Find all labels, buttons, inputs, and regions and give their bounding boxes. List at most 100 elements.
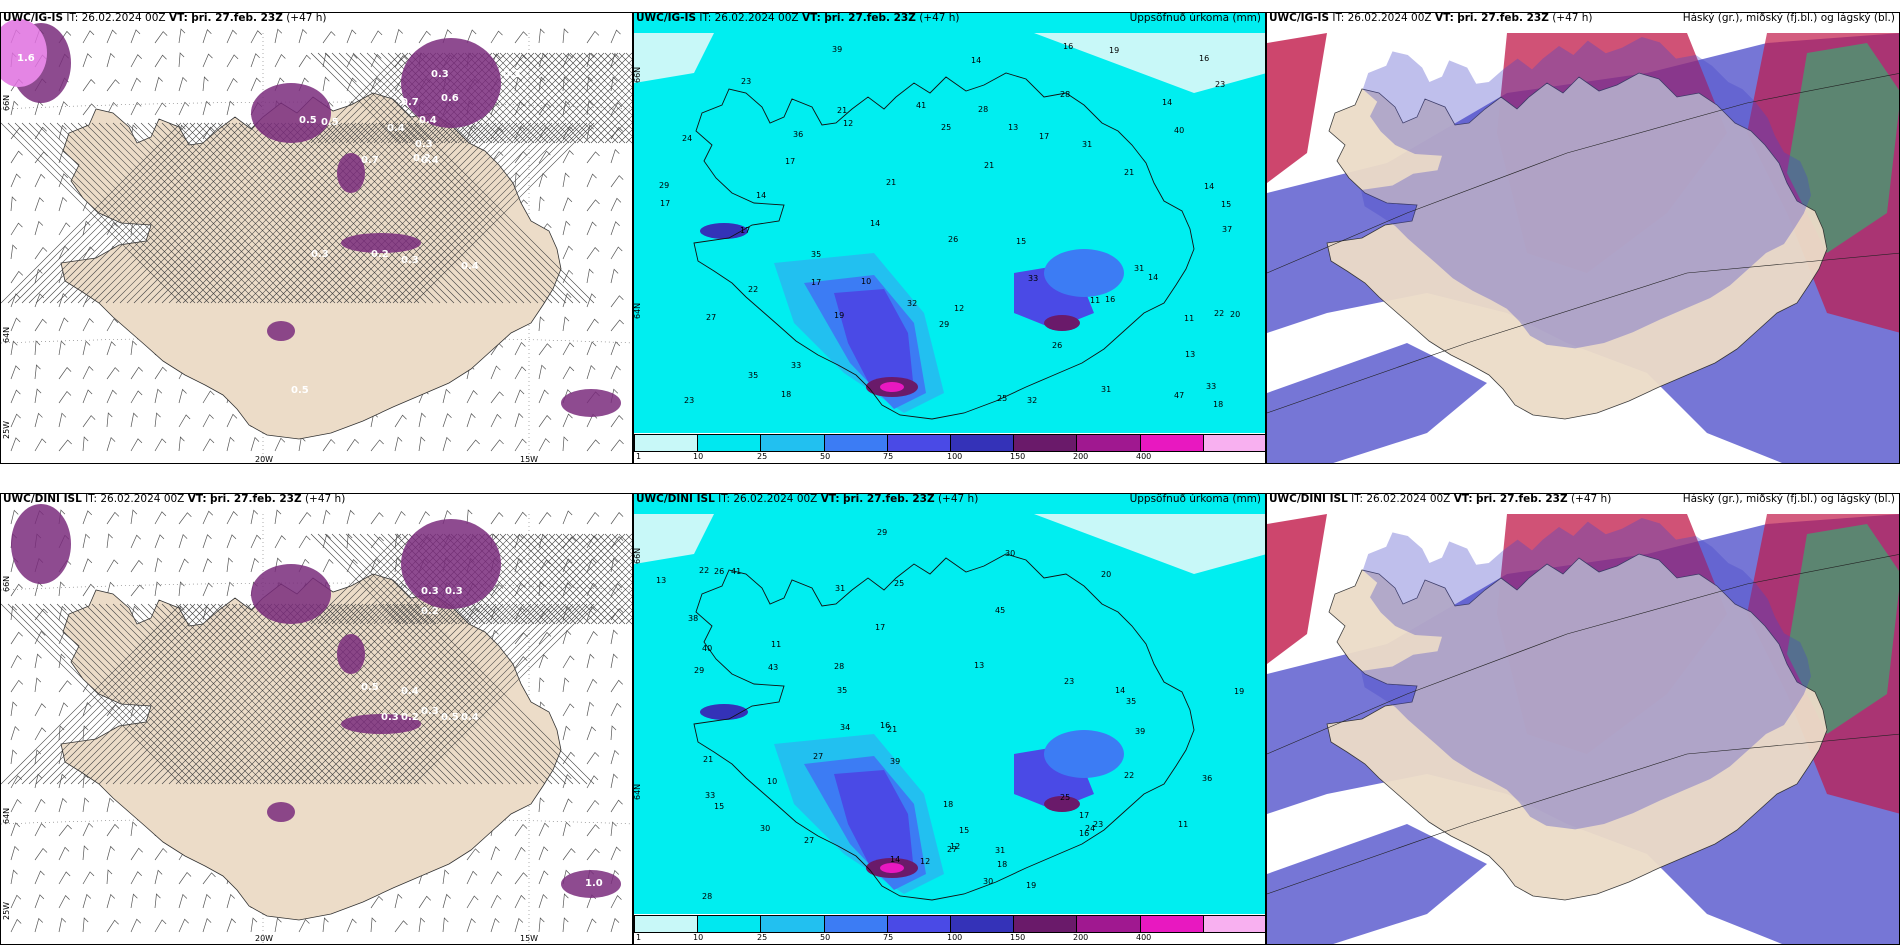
point-value: 36 (793, 130, 803, 139)
point-value: 14 (971, 56, 981, 65)
hatch-line (597, 108, 632, 144)
wind-barb (226, 918, 236, 933)
wind-barb (538, 53, 548, 68)
wind-barb (466, 870, 478, 885)
point-value: 27 (813, 752, 823, 761)
wind-barb (274, 437, 286, 452)
wind-barb (466, 439, 480, 452)
wind-barb (226, 511, 238, 525)
hatch-line (1, 603, 182, 785)
colorbar-swatch (635, 435, 699, 451)
hatch-line (112, 122, 294, 304)
wind-precip-map-dini: 0.3 0.3 0.2 0.4 0.5 0.3 0.2 0.3 0.5 0.4 1.0 UWC/DI… (0, 493, 633, 945)
hatch-line (378, 122, 560, 304)
wind-barb (538, 512, 552, 525)
point-value: 15 (1016, 237, 1026, 246)
wind-barb (106, 341, 116, 356)
wind-barb (562, 172, 570, 188)
point-value: 18 (781, 390, 791, 399)
wind-barb (82, 510, 93, 525)
wind-barb (58, 101, 68, 116)
hatch-line (569, 52, 632, 116)
lat-label-66n: 66N (633, 66, 642, 83)
precip-blob-bright (1, 19, 47, 87)
wind-barb (82, 246, 95, 260)
high-cloud-area (1787, 43, 1899, 253)
point-value: 20 (1101, 570, 1111, 579)
lat-label-64n: 64N (2, 326, 11, 343)
wind-barb (562, 703, 575, 717)
wind-barb (58, 124, 67, 140)
precip-peak-south (880, 382, 904, 392)
wind-barb (610, 799, 623, 813)
hatch-line (35, 122, 217, 304)
colorbar-swatch (1140, 435, 1204, 451)
wind-barb (58, 797, 68, 813)
wind-barb (250, 557, 259, 573)
precip-light-nw (634, 514, 714, 564)
point-value: 37 (1222, 225, 1232, 234)
wind-barb (34, 364, 41, 380)
precip-value-label: 0.7 (361, 155, 379, 166)
wind-barb (442, 869, 450, 885)
point-value: 41 (916, 101, 926, 110)
wind-barb (130, 340, 137, 356)
hatch-line (294, 603, 476, 785)
wind-barb (442, 436, 452, 452)
hatch-line (70, 603, 252, 785)
wind-barb (226, 557, 233, 573)
hatch-line (520, 52, 612, 144)
point-value: 18 (997, 860, 1007, 869)
wind-barb (442, 388, 451, 404)
hatch-line (168, 603, 350, 785)
point-value: 22 (1214, 309, 1224, 318)
wind-barb (538, 917, 545, 933)
wind-barb (322, 52, 331, 68)
precip-labels: 0.3 0.30.20.40.50.3 0.20.30.5 0.41.0 (361, 586, 603, 889)
point-value: 16 (1079, 829, 1089, 838)
wind-barb (562, 848, 576, 861)
wind-barb (10, 173, 21, 188)
precip-colorbar (634, 434, 1265, 452)
wind-barb (538, 677, 545, 693)
wind-barb (586, 775, 599, 789)
wind-barb (586, 751, 600, 765)
wind-barb (562, 655, 575, 669)
point-value: 21 (886, 178, 896, 187)
point-value: 34 (840, 723, 850, 732)
hatch-line (350, 603, 532, 785)
wind-barb (610, 773, 618, 789)
wind-barb (562, 100, 570, 116)
map-header: UWC/DINI ISL IT: 26.02.2024 00Z VT: þri.… (3, 493, 346, 505)
wind-barb (154, 102, 167, 116)
hatch-line (98, 122, 280, 304)
lon-label-20w: 20W (255, 455, 274, 464)
hatch-line (77, 603, 259, 785)
wind-barb (178, 558, 189, 573)
hatch-line (161, 603, 343, 785)
precip-band-se (1044, 249, 1124, 297)
colorbar-labels: 1 10 25 50 75 100 150 200 400 (634, 933, 1265, 944)
accumulated-precip-map-dini: 14 15 13 13 19 15 12 21 14 11 10 11 12 19 20 18 17 24 36 35… (633, 493, 1266, 945)
hatch-line (590, 582, 632, 625)
wind-barb (82, 79, 96, 92)
wind-barb (370, 895, 384, 909)
wind-barb (58, 824, 72, 837)
precip-blob (251, 564, 331, 624)
hatch-line (217, 603, 399, 785)
colorbar-swatch (1140, 916, 1204, 932)
wind-barb (202, 29, 212, 44)
point-value: 21 (887, 725, 897, 734)
hatch-line (126, 122, 308, 304)
colorbar-swatch (1203, 916, 1265, 932)
point-value: 36 (1202, 774, 1212, 783)
wind-barb (10, 340, 18, 356)
hatch-line (492, 533, 584, 625)
hatch-line (294, 122, 476, 304)
wind-barb (82, 871, 95, 885)
wind-barb (10, 293, 21, 308)
wind-barb (274, 917, 282, 933)
wind-barb (514, 846, 526, 861)
wind-barb (586, 824, 600, 837)
wind-precip-map-ig-is: 1.6 0.3 0.3 0.6 0.5 0.4 0.7 0.4 0.3 0.2 0.5 0.7 0.4 0… (0, 12, 633, 464)
